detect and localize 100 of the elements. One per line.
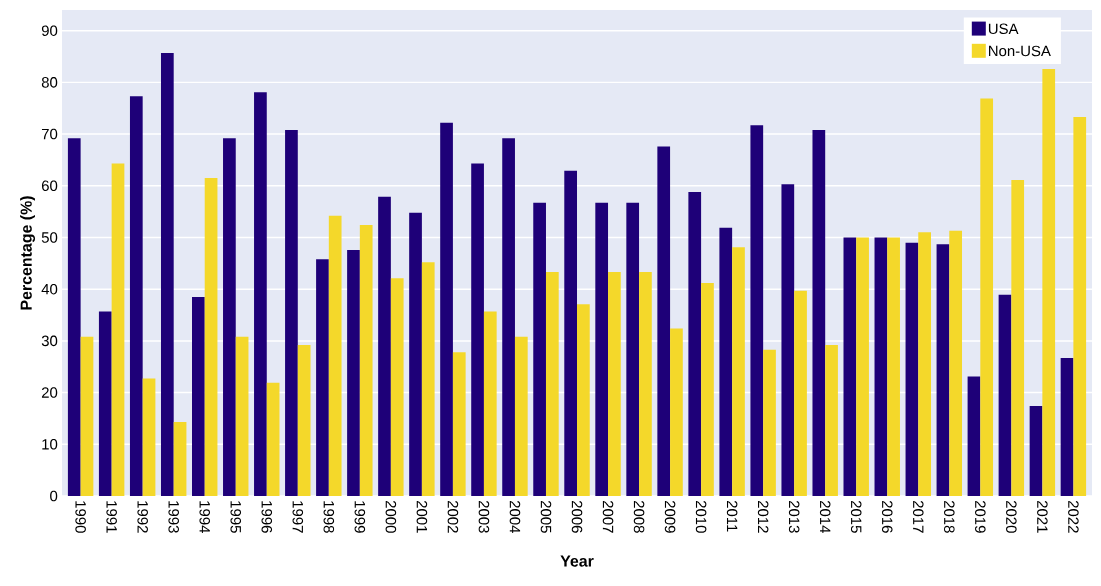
x-tick-label: 2007 xyxy=(602,500,614,533)
x-tick-label: 2011 xyxy=(726,500,738,532)
bar xyxy=(129,96,143,496)
x-tick-label: 2019 xyxy=(975,500,986,533)
y-tick-label: 60 xyxy=(41,180,58,192)
bar xyxy=(936,244,950,496)
bar xyxy=(67,138,81,496)
bar xyxy=(688,191,702,496)
bar xyxy=(440,122,453,496)
x-tick-label: 2013 xyxy=(788,500,800,533)
x-tick-label: 2022 xyxy=(1068,500,1079,533)
bar xyxy=(483,311,497,496)
bar xyxy=(316,259,329,496)
x-tick-label: 2001 xyxy=(416,500,428,533)
bar xyxy=(1011,180,1025,496)
legend-label: Non-USA xyxy=(989,45,1051,57)
x-tick-label: 2012 xyxy=(757,500,769,533)
y-tick-label: 80 xyxy=(41,77,58,88)
y-axis-title: Percentage (%) xyxy=(20,196,36,310)
bar xyxy=(98,311,112,496)
bar xyxy=(80,336,94,496)
bar xyxy=(670,328,683,496)
bar xyxy=(887,237,900,496)
bar xyxy=(905,242,919,496)
x-tick-label: 2014 xyxy=(819,500,831,533)
bar xyxy=(639,272,652,496)
x-tick-label: 2009 xyxy=(664,500,676,533)
bar xyxy=(514,336,528,496)
bar xyxy=(266,382,280,496)
bar xyxy=(595,202,609,496)
bar xyxy=(564,170,578,496)
bar xyxy=(843,237,857,496)
bar xyxy=(142,378,156,496)
bar xyxy=(390,278,404,496)
bar xyxy=(328,215,342,496)
x-tick-label: 2021 xyxy=(1037,500,1048,533)
y-tick-label: 10 xyxy=(42,438,58,450)
x-tick-label: 2005 xyxy=(540,500,552,533)
x-axis-title: Year xyxy=(560,555,594,567)
bar xyxy=(347,249,360,496)
bar xyxy=(856,237,869,496)
bar xyxy=(657,146,671,496)
bar xyxy=(626,202,640,496)
bar xyxy=(111,163,125,496)
x-tick-label: 1996 xyxy=(261,501,273,533)
x-tick-label: 2018 xyxy=(944,500,955,533)
legend-label: USA xyxy=(988,23,1019,35)
x-tick-label: 2000 xyxy=(385,500,397,533)
y-tick-label: 0 xyxy=(50,490,58,502)
bar xyxy=(223,138,236,496)
x-tick-label: 1994 xyxy=(199,501,211,533)
x-tick-label: 1991 xyxy=(106,501,117,533)
bar xyxy=(577,304,590,496)
y-tick-label: 50 xyxy=(41,232,58,243)
bar xyxy=(471,163,484,496)
bar xyxy=(545,272,559,496)
bar xyxy=(204,178,218,496)
bar xyxy=(254,92,267,496)
bar xyxy=(781,184,795,496)
x-tick-label: 2017 xyxy=(912,500,924,533)
x-tick-label: 1992 xyxy=(137,501,148,533)
bar xyxy=(235,336,249,496)
x-tick-label: 2008 xyxy=(633,500,645,533)
bar xyxy=(502,138,515,496)
bar xyxy=(421,262,435,496)
bar xyxy=(173,422,187,496)
y-tick-label: 20 xyxy=(41,387,58,398)
x-tick-label: 2016 xyxy=(881,500,893,533)
bar xyxy=(949,230,963,496)
x-tick-label: 2015 xyxy=(850,500,862,533)
bar xyxy=(918,232,931,496)
x-tick-label: 2010 xyxy=(695,500,707,533)
x-tick-label: 2006 xyxy=(571,500,583,533)
bar xyxy=(192,296,205,496)
bar xyxy=(719,227,733,496)
bar xyxy=(967,376,981,496)
bar xyxy=(409,212,422,496)
y-tick-label: 70 xyxy=(41,128,58,140)
x-tick-label: 1998 xyxy=(323,501,335,533)
bar xyxy=(794,290,807,496)
bar xyxy=(359,225,373,496)
x-tick-label: 2004 xyxy=(509,500,521,533)
x-tick-label: 1999 xyxy=(354,501,366,533)
bar xyxy=(608,272,621,496)
bar xyxy=(732,247,745,496)
x-tick-label: 1995 xyxy=(230,501,242,533)
bar xyxy=(1042,68,1056,496)
bar xyxy=(998,294,1012,496)
bar xyxy=(452,352,466,496)
bar xyxy=(378,196,391,496)
x-tick-label: 2002 xyxy=(447,500,459,533)
bar xyxy=(160,52,174,496)
bar xyxy=(1073,117,1087,496)
x-tick-label: 1997 xyxy=(292,501,304,533)
bar xyxy=(533,202,546,496)
x-tick-label: 2003 xyxy=(478,500,490,533)
bar xyxy=(701,282,714,496)
y-tick-label: 40 xyxy=(41,283,58,295)
bar xyxy=(763,349,776,496)
bar xyxy=(812,129,826,496)
